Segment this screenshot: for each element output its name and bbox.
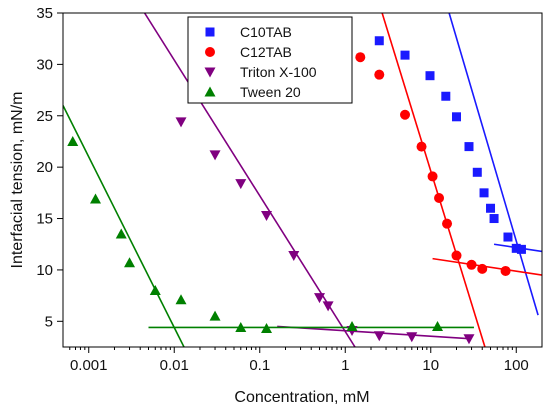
data-point bbox=[400, 50, 410, 60]
x-axis-title: Concentration, mM bbox=[234, 389, 369, 406]
data-point bbox=[477, 263, 488, 274]
data-point bbox=[406, 332, 418, 343]
data-point bbox=[67, 135, 79, 146]
data-point bbox=[288, 251, 300, 262]
data-point bbox=[90, 193, 102, 204]
x-tick-label: 0.1 bbox=[249, 357, 270, 374]
data-point bbox=[427, 171, 438, 182]
data-point bbox=[374, 36, 384, 46]
data-point bbox=[434, 192, 445, 203]
data-point bbox=[124, 257, 136, 268]
data-point bbox=[374, 69, 385, 80]
legend-label: Tween 20 bbox=[240, 84, 301, 100]
data-point bbox=[472, 167, 482, 177]
data-point bbox=[314, 293, 326, 304]
x-tick-label: 100 bbox=[504, 357, 529, 374]
legend-marker bbox=[204, 86, 216, 97]
data-point bbox=[466, 259, 477, 270]
legend-marker bbox=[205, 47, 215, 57]
data-point bbox=[464, 142, 474, 152]
data-point bbox=[432, 320, 444, 331]
y-tick-label: 35 bbox=[36, 5, 53, 22]
data-point bbox=[261, 323, 273, 334]
x-tick-label: 0.001 bbox=[70, 357, 108, 374]
x-tick-label: 1 bbox=[341, 357, 349, 374]
legend: C10TAB C12TAB Triton X-100 Tween 20 bbox=[187, 16, 353, 104]
y-tick-label: 20 bbox=[36, 159, 53, 176]
data-point bbox=[425, 71, 435, 81]
data-point bbox=[441, 91, 451, 101]
data-point bbox=[511, 243, 521, 253]
data-point bbox=[209, 310, 221, 321]
fit-line bbox=[277, 325, 472, 340]
data-point bbox=[209, 150, 221, 161]
data-point bbox=[479, 188, 489, 198]
y-tick-label: 25 bbox=[36, 108, 53, 125]
data-point bbox=[400, 109, 411, 120]
y-tick-label: 10 bbox=[36, 262, 53, 279]
data-point bbox=[416, 141, 427, 152]
data-point bbox=[175, 117, 187, 128]
legend-marker bbox=[205, 27, 215, 37]
y-axis: 5 10 15 20 25 30 35 bbox=[36, 5, 63, 330]
data-point bbox=[463, 334, 475, 345]
data-point bbox=[346, 320, 358, 331]
data-point bbox=[175, 294, 187, 305]
data-point bbox=[442, 218, 453, 229]
y-axis-title: Interfacial tension, mN/m bbox=[9, 92, 26, 269]
legend-label: Triton X-100 bbox=[240, 64, 317, 80]
data-point bbox=[115, 228, 127, 239]
data-point bbox=[322, 301, 334, 312]
y-tick-label: 5 bbox=[45, 313, 53, 330]
data-point bbox=[489, 214, 499, 224]
data-point bbox=[486, 203, 496, 213]
data-point bbox=[516, 244, 526, 254]
x-axis: 0.001 0.01 0.1 1 10 100 bbox=[69, 347, 529, 374]
legend-box bbox=[187, 16, 353, 104]
legend-marker bbox=[204, 67, 216, 78]
fit-line bbox=[143, 13, 356, 347]
data-point bbox=[149, 284, 161, 295]
legend-label: C10TAB bbox=[240, 24, 292, 40]
data-point bbox=[261, 210, 273, 221]
data-point bbox=[235, 179, 247, 190]
data-point bbox=[503, 232, 513, 242]
data-point bbox=[373, 331, 385, 342]
plot-frame bbox=[62, 12, 543, 348]
x-tick-label: 10 bbox=[422, 357, 439, 374]
data-point bbox=[355, 52, 366, 63]
fit-line bbox=[63, 105, 185, 347]
y-tick-label: 30 bbox=[36, 56, 53, 73]
legend-label: C12TAB bbox=[240, 44, 292, 60]
fit-line bbox=[432, 257, 542, 276]
data-point bbox=[451, 250, 462, 261]
data-point bbox=[451, 112, 461, 122]
y-tick-label: 15 bbox=[36, 211, 53, 228]
data-point bbox=[500, 265, 511, 276]
x-tick-label: 0.01 bbox=[160, 357, 189, 374]
fit-line bbox=[448, 13, 539, 316]
data-point bbox=[235, 321, 247, 332]
